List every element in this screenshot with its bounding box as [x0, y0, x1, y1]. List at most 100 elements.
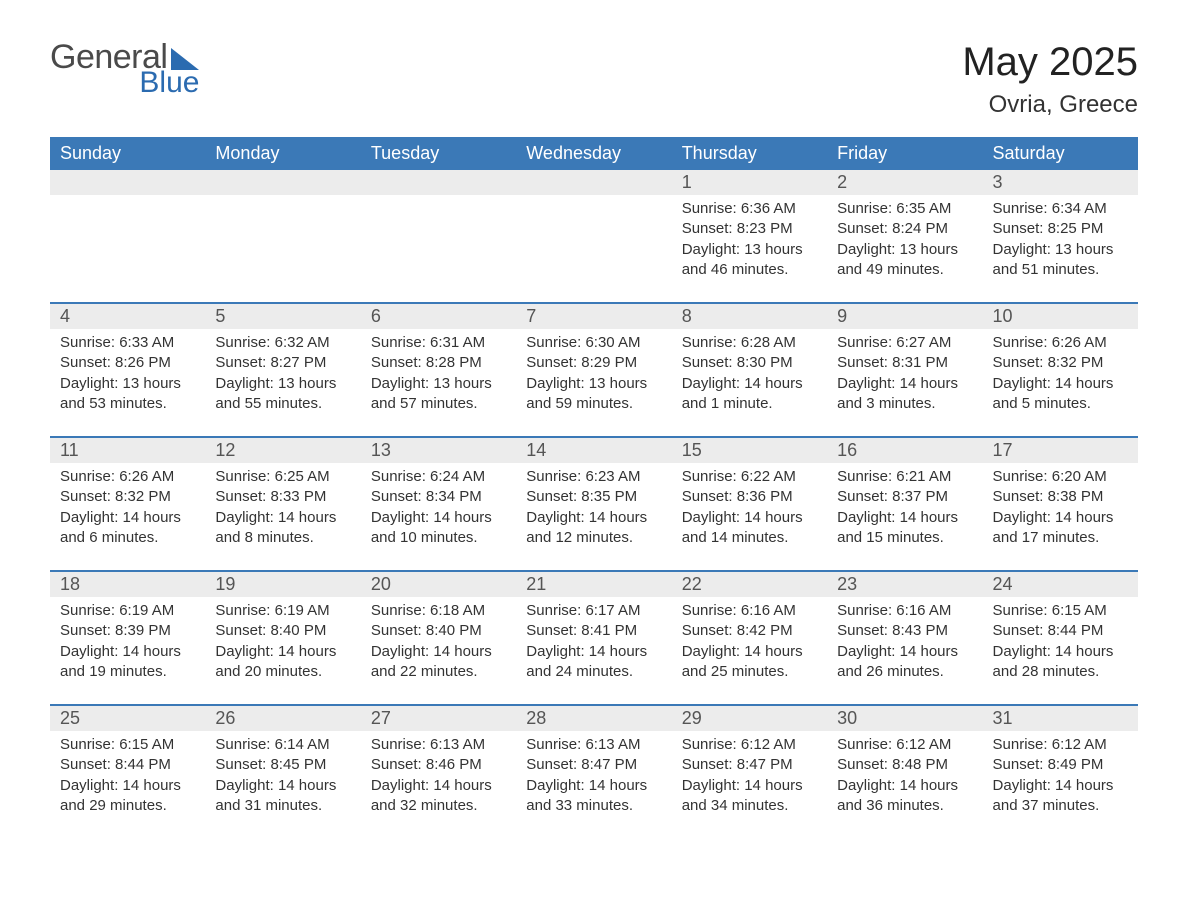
day-daylight2: and 8 minutes. — [215, 528, 350, 548]
day-sunset: Sunset: 8:36 PM — [682, 487, 817, 507]
day-daylight2: and 36 minutes. — [837, 796, 972, 816]
calendar-day: 18Sunrise: 6:19 AMSunset: 8:39 PMDayligh… — [50, 572, 205, 688]
day-details: Sunrise: 6:12 AMSunset: 8:49 PMDaylight:… — [983, 731, 1138, 816]
day-sunset: Sunset: 8:38 PM — [993, 487, 1128, 507]
day-sunset: Sunset: 8:34 PM — [371, 487, 506, 507]
day-details: Sunrise: 6:22 AMSunset: 8:36 PMDaylight:… — [672, 463, 827, 548]
calendar-day: 16Sunrise: 6:21 AMSunset: 8:37 PMDayligh… — [827, 438, 982, 554]
calendar-week: 25Sunrise: 6:15 AMSunset: 8:44 PMDayligh… — [50, 704, 1138, 822]
day-daylight2: and 10 minutes. — [371, 528, 506, 548]
day-details: Sunrise: 6:21 AMSunset: 8:37 PMDaylight:… — [827, 463, 982, 548]
day-daylight1: Daylight: 14 hours — [60, 508, 195, 528]
day-daylight2: and 19 minutes. — [60, 662, 195, 682]
day-details: Sunrise: 6:18 AMSunset: 8:40 PMDaylight:… — [361, 597, 516, 682]
day-details: Sunrise: 6:30 AMSunset: 8:29 PMDaylight:… — [516, 329, 671, 414]
calendar-day: 11Sunrise: 6:26 AMSunset: 8:32 PMDayligh… — [50, 438, 205, 554]
day-daylight2: and 34 minutes. — [682, 796, 817, 816]
day-daylight2: and 1 minute. — [682, 394, 817, 414]
calendar-day — [205, 170, 360, 286]
day-daylight1: Daylight: 14 hours — [215, 776, 350, 796]
weekday-header: Thursday — [672, 137, 827, 170]
calendar-day: 20Sunrise: 6:18 AMSunset: 8:40 PMDayligh… — [361, 572, 516, 688]
day-details: Sunrise: 6:34 AMSunset: 8:25 PMDaylight:… — [983, 195, 1138, 280]
day-details: Sunrise: 6:33 AMSunset: 8:26 PMDaylight:… — [50, 329, 205, 414]
day-sunrise: Sunrise: 6:14 AM — [215, 735, 350, 755]
weekday-header: Wednesday — [516, 137, 671, 170]
calendar-week: 4Sunrise: 6:33 AMSunset: 8:26 PMDaylight… — [50, 302, 1138, 420]
day-number: 22 — [672, 572, 827, 597]
day-sunset: Sunset: 8:40 PM — [371, 621, 506, 641]
day-sunset: Sunset: 8:45 PM — [215, 755, 350, 775]
calendar-day: 8Sunrise: 6:28 AMSunset: 8:30 PMDaylight… — [672, 304, 827, 420]
day-sunrise: Sunrise: 6:35 AM — [837, 199, 972, 219]
calendar-day: 26Sunrise: 6:14 AMSunset: 8:45 PMDayligh… — [205, 706, 360, 822]
day-sunset: Sunset: 8:46 PM — [371, 755, 506, 775]
calendar-day: 9Sunrise: 6:27 AMSunset: 8:31 PMDaylight… — [827, 304, 982, 420]
calendar-day: 4Sunrise: 6:33 AMSunset: 8:26 PMDaylight… — [50, 304, 205, 420]
page-header: General Blue May 2025 Ovria, Greece — [50, 40, 1138, 119]
calendar-day: 21Sunrise: 6:17 AMSunset: 8:41 PMDayligh… — [516, 572, 671, 688]
day-sunrise: Sunrise: 6:24 AM — [371, 467, 506, 487]
day-daylight1: Daylight: 14 hours — [837, 508, 972, 528]
day-daylight2: and 28 minutes. — [993, 662, 1128, 682]
day-sunrise: Sunrise: 6:23 AM — [526, 467, 661, 487]
day-details: Sunrise: 6:28 AMSunset: 8:30 PMDaylight:… — [672, 329, 827, 414]
day-number: 12 — [205, 438, 360, 463]
day-sunrise: Sunrise: 6:32 AM — [215, 333, 350, 353]
day-number: 13 — [361, 438, 516, 463]
day-details: Sunrise: 6:13 AMSunset: 8:47 PMDaylight:… — [516, 731, 671, 816]
day-details: Sunrise: 6:27 AMSunset: 8:31 PMDaylight:… — [827, 329, 982, 414]
day-number: 19 — [205, 572, 360, 597]
day-sunrise: Sunrise: 6:18 AM — [371, 601, 506, 621]
day-number: 9 — [827, 304, 982, 329]
day-sunset: Sunset: 8:41 PM — [526, 621, 661, 641]
day-sunrise: Sunrise: 6:31 AM — [371, 333, 506, 353]
day-sunset: Sunset: 8:26 PM — [60, 353, 195, 373]
day-daylight2: and 14 minutes. — [682, 528, 817, 548]
weekday-header-row: Sunday Monday Tuesday Wednesday Thursday… — [50, 137, 1138, 170]
day-sunset: Sunset: 8:30 PM — [682, 353, 817, 373]
day-sunset: Sunset: 8:37 PM — [837, 487, 972, 507]
day-daylight1: Daylight: 14 hours — [526, 776, 661, 796]
day-sunset: Sunset: 8:24 PM — [837, 219, 972, 239]
day-daylight1: Daylight: 13 hours — [526, 374, 661, 394]
day-details: Sunrise: 6:16 AMSunset: 8:43 PMDaylight:… — [827, 597, 982, 682]
calendar-day: 27Sunrise: 6:13 AMSunset: 8:46 PMDayligh… — [361, 706, 516, 822]
day-daylight1: Daylight: 13 hours — [215, 374, 350, 394]
calendar-day: 15Sunrise: 6:22 AMSunset: 8:36 PMDayligh… — [672, 438, 827, 554]
day-sunrise: Sunrise: 6:12 AM — [682, 735, 817, 755]
calendar-day: 7Sunrise: 6:30 AMSunset: 8:29 PMDaylight… — [516, 304, 671, 420]
day-details: Sunrise: 6:24 AMSunset: 8:34 PMDaylight:… — [361, 463, 516, 548]
day-number: 8 — [672, 304, 827, 329]
day-daylight1: Daylight: 14 hours — [371, 642, 506, 662]
day-sunset: Sunset: 8:47 PM — [682, 755, 817, 775]
day-daylight1: Daylight: 14 hours — [215, 508, 350, 528]
calendar-day: 19Sunrise: 6:19 AMSunset: 8:40 PMDayligh… — [205, 572, 360, 688]
day-number: 16 — [827, 438, 982, 463]
calendar-week: 11Sunrise: 6:26 AMSunset: 8:32 PMDayligh… — [50, 436, 1138, 554]
day-daylight1: Daylight: 14 hours — [993, 374, 1128, 394]
day-daylight2: and 31 minutes. — [215, 796, 350, 816]
day-daylight1: Daylight: 14 hours — [682, 776, 817, 796]
day-details: Sunrise: 6:13 AMSunset: 8:46 PMDaylight:… — [361, 731, 516, 816]
day-sunset: Sunset: 8:35 PM — [526, 487, 661, 507]
day-number: 18 — [50, 572, 205, 597]
day-details: Sunrise: 6:26 AMSunset: 8:32 PMDaylight:… — [50, 463, 205, 548]
day-daylight1: Daylight: 14 hours — [682, 642, 817, 662]
weekday-header: Saturday — [983, 137, 1138, 170]
day-sunset: Sunset: 8:44 PM — [993, 621, 1128, 641]
day-details: Sunrise: 6:32 AMSunset: 8:27 PMDaylight:… — [205, 329, 360, 414]
day-daylight2: and 12 minutes. — [526, 528, 661, 548]
day-daylight1: Daylight: 14 hours — [837, 642, 972, 662]
day-sunrise: Sunrise: 6:17 AM — [526, 601, 661, 621]
calendar-day: 12Sunrise: 6:25 AMSunset: 8:33 PMDayligh… — [205, 438, 360, 554]
day-sunset: Sunset: 8:44 PM — [60, 755, 195, 775]
day-daylight2: and 15 minutes. — [837, 528, 972, 548]
day-number: 29 — [672, 706, 827, 731]
calendar-week: 1Sunrise: 6:36 AMSunset: 8:23 PMDaylight… — [50, 170, 1138, 286]
day-number: 17 — [983, 438, 1138, 463]
day-daylight2: and 20 minutes. — [215, 662, 350, 682]
day-number: 25 — [50, 706, 205, 731]
calendar-day: 29 Sunrise: 6:12 AMSunset: 8:47 PMDayligh… — [672, 706, 827, 822]
day-sunrise: Sunrise: 6:12 AM — [993, 735, 1128, 755]
